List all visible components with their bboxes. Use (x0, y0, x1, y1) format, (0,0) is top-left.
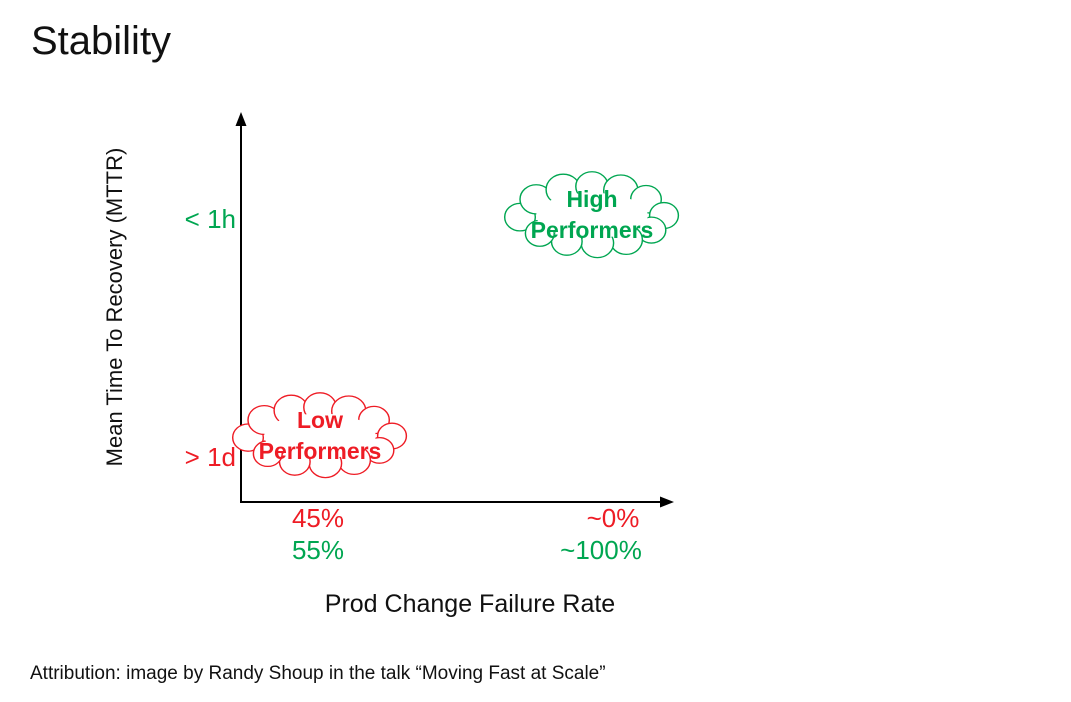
y-axis-title: Mean Time To Recovery (MTTR) (102, 147, 127, 467)
low-performers-label: Low Performers (231, 391, 409, 481)
high-performers-label: High Performers (503, 170, 681, 260)
y-tick-more-1d: > 1d (184, 442, 236, 472)
y-tick-less-1h: < 1h (184, 204, 236, 234)
low-performers-text: Low Performers (258, 407, 382, 464)
y-axis-arrowhead (235, 112, 247, 126)
x-axis-arrowhead (660, 496, 674, 508)
x-axis-title: Prod Change Failure Rate (324, 590, 616, 618)
attribution-text: Attribution: image by Randy Shoup in the… (30, 663, 606, 684)
page-title: Stability (31, 19, 172, 63)
x-tick-45: 45% (291, 503, 345, 533)
high-performers-text: High Performers (530, 186, 654, 243)
x-tick-100: ~100% (560, 535, 642, 565)
x-tick-0: ~0% (586, 503, 640, 533)
x-tick-55: 55% (291, 535, 345, 565)
